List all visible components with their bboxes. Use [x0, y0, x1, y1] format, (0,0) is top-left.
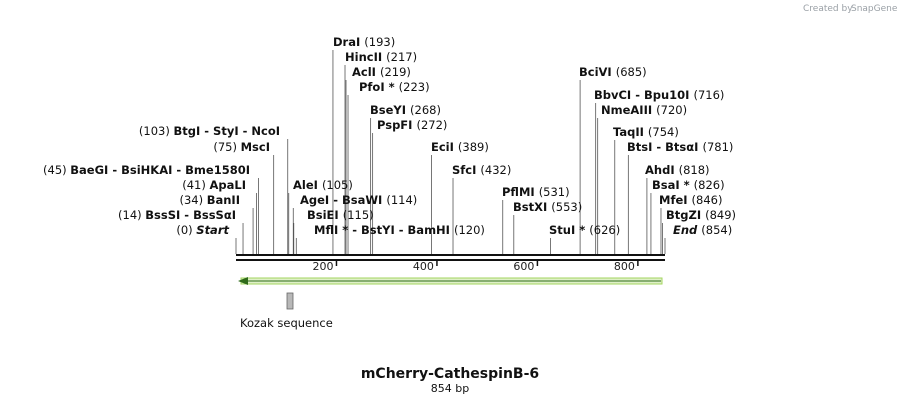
- credit-brand: SnapGene: [851, 4, 898, 14]
- ruler-ticks: 200 400 600 800: [312, 260, 639, 273]
- enzyme-label-right[interactable]: SfcI (432): [452, 163, 511, 177]
- ruler-tick-label: 200: [312, 260, 333, 273]
- enzyme-label-right[interactable]: EciI (389): [431, 140, 489, 154]
- enzyme-label-right[interactable]: BstXI (553): [513, 200, 582, 214]
- map-length: 854 bp: [431, 382, 469, 395]
- enzyme-label-right[interactable]: AhdI (818): [645, 163, 710, 177]
- map-title: mCherry-CathespinB-6: [361, 366, 539, 382]
- kozak-label: Kozak sequence: [240, 316, 333, 330]
- ruler-tick-label: 400: [413, 260, 434, 273]
- credit-prefix: Created by: [803, 4, 853, 14]
- enzyme-label-left[interactable]: (0) Start: [176, 223, 229, 237]
- enzyme-label-right[interactable]: BsiEI (115): [307, 208, 374, 222]
- enzyme-label-right[interactable]: PspFI (272): [377, 118, 447, 132]
- enzyme-label-right[interactable]: BseYI (268): [370, 103, 441, 117]
- enzyme-label-right[interactable]: BtgZI (849): [666, 208, 736, 222]
- enzyme-label-left[interactable]: (75) MscI: [213, 140, 270, 154]
- enzyme-label-right[interactable]: AclI (219): [352, 65, 411, 79]
- enzyme-label-right[interactable]: BciVI (685): [579, 65, 647, 79]
- enzyme-label-right[interactable]: DraI (193): [333, 35, 395, 49]
- feature-arrow[interactable]: [238, 277, 663, 285]
- kozak-feature-box[interactable]: [286, 292, 294, 310]
- enzyme-label-right[interactable]: MfeI (846): [659, 193, 722, 207]
- enzyme-label-left[interactable]: (41) ApaLI: [182, 178, 246, 192]
- ruler-tick-label: 800: [614, 260, 635, 273]
- enzyme-label-right[interactable]: BtsI - BtsαI (781): [627, 140, 733, 154]
- enzyme-label-left[interactable]: (45) BaeGI - BsiHKAI - Bme1580I: [43, 163, 250, 177]
- enzyme-label-right[interactable]: PflMI (531): [502, 185, 570, 199]
- enzyme-label-right[interactable]: HincII (217): [345, 50, 417, 64]
- enzyme-label-right[interactable]: AleI (105): [293, 178, 353, 192]
- enzyme-label-right[interactable]: PfoI * (223): [359, 80, 430, 94]
- enzyme-label-right[interactable]: AgeI - BsaWI (114): [300, 193, 417, 207]
- enzyme-label-right[interactable]: TaqII (754): [613, 125, 679, 139]
- enzyme-label-right[interactable]: MflI * - BstYI - BamHI (120): [314, 223, 485, 237]
- enzyme-label-left[interactable]: (103) BtgI - StyI - NcoI: [139, 124, 280, 138]
- enzyme-label-left[interactable]: (14) BssSI - BssSαI: [118, 208, 236, 222]
- enzyme-label-right[interactable]: BsaI * (826): [652, 178, 725, 192]
- enzyme-labels: (103) BtgI - StyI - NcoI (75) MscI (45) Ba…: [43, 35, 736, 237]
- enzyme-label-right[interactable]: End (854): [673, 223, 732, 237]
- enzyme-label-left[interactable]: (34) BanII: [179, 193, 240, 207]
- enzyme-label-right[interactable]: NmeAIII (720): [601, 103, 687, 117]
- label-connectors: [235, 50, 666, 254]
- ruler-tick-label: 600: [513, 260, 534, 273]
- enzyme-label-right[interactable]: StuI * (626): [549, 223, 620, 237]
- enzyme-label-right[interactable]: BbvCI - Bpu10I (716): [594, 88, 724, 102]
